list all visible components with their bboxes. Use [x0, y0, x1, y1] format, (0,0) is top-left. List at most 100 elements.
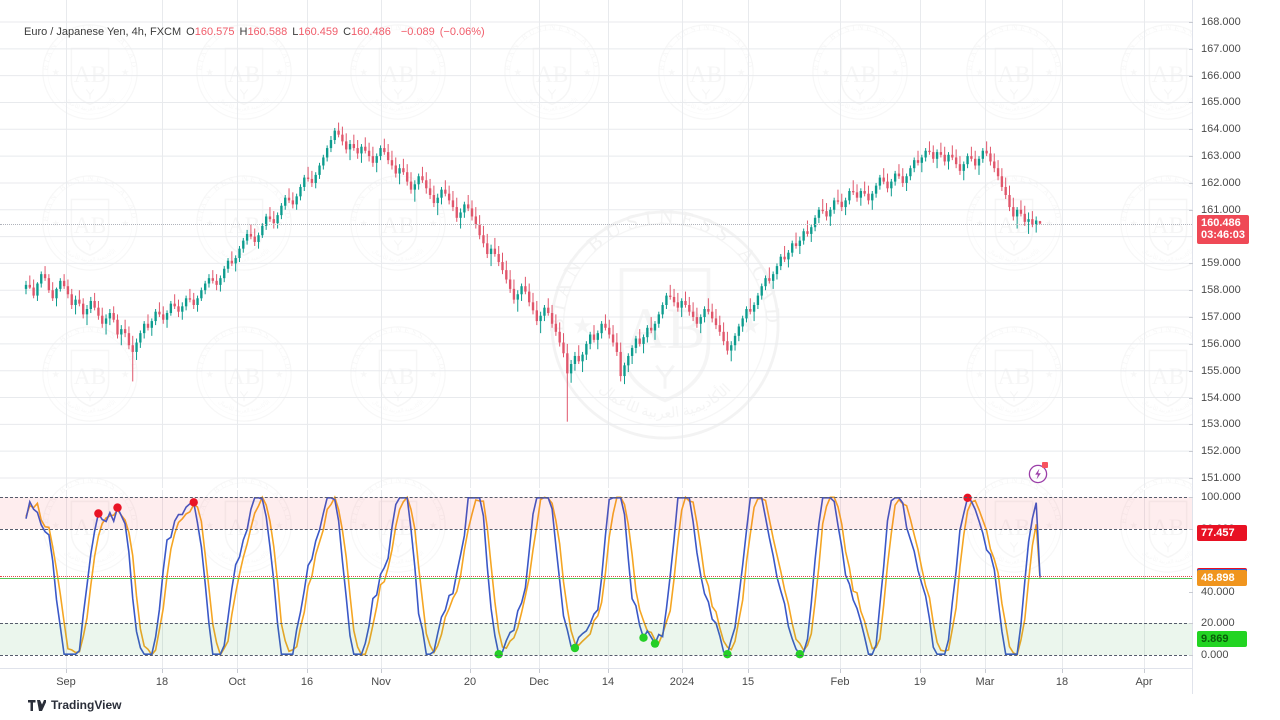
price-axis-tick-label: 161.000: [1201, 203, 1241, 216]
legend-open-value: 160.575: [194, 26, 235, 38]
price-axis-tick: [1189, 290, 1193, 292]
price-pane[interactable]: [0, 0, 1192, 488]
alert-notification-badge: [1042, 462, 1048, 468]
price-axis-tick: [1189, 370, 1193, 372]
osc-badge-upper-band: 77.457: [1197, 524, 1247, 541]
time-axis-tick: [985, 669, 986, 673]
midline-green: [0, 578, 1192, 579]
time-axis-tick: [470, 669, 471, 673]
time-axis-label: Feb: [830, 676, 850, 688]
time-axis-tick: [748, 669, 749, 673]
time-axis-label: 16: [300, 676, 314, 688]
oversold-marker: [494, 650, 503, 659]
footer-bar: TradingView: [0, 694, 1280, 720]
price-axis-tick-label: 155.000: [1201, 364, 1241, 377]
overbought-marker: [113, 503, 122, 512]
current-price-line: [0, 223, 1192, 225]
price-axis-tick: [1189, 22, 1193, 23]
price-axis-tick-label: 151.000: [1201, 472, 1241, 484]
overbought-marker: [189, 498, 198, 507]
chart-legend[interactable]: Euro / Japanese Yen, 4h, FXCM O160.575 H16…: [24, 25, 485, 39]
osc-badge-stoch-d: 48.898: [1197, 569, 1247, 586]
oscillator-axis-tick-label: 0.000: [1201, 649, 1229, 661]
price-axis-tick-label: 159.000: [1201, 257, 1241, 270]
price-axis-tick: [1189, 182, 1193, 184]
time-axis-label: 18: [1055, 676, 1069, 688]
current-price-badge: 160.486 03:46:03: [1197, 214, 1250, 244]
time-axis-tick: [1144, 669, 1145, 673]
tradingview-logo-icon: [28, 699, 46, 711]
legend-low-value: 160.459: [298, 26, 339, 38]
level-20-dashed: [0, 623, 1192, 625]
price-axis-tick-label: 156.000: [1201, 337, 1241, 350]
oversold-marker: [570, 643, 580, 653]
time-axis-tick: [237, 669, 238, 673]
price-axis-tick-label: 153.000: [1201, 418, 1241, 431]
price-axis-tick: [1189, 263, 1193, 265]
price-axis-tick-label: 152.000: [1201, 445, 1241, 458]
oscillator-axis-tick-label: 100.000: [1201, 491, 1241, 503]
price-horizontal-gridlines: [0, 21, 1192, 479]
overbought-marker: [94, 509, 103, 518]
midline-red: [0, 576, 1192, 577]
time-axis-tick: [920, 669, 921, 673]
legend-symbol[interactable]: Euro / Japanese Yen, 4h, FXCM: [24, 26, 182, 38]
time-axis-label: Nov: [371, 676, 391, 688]
price-chart-svg: [0, 0, 1192, 488]
bar-countdown: 03:46:03: [1201, 228, 1246, 241]
stochastic-k-line: [25, 496, 1041, 656]
candlestick-series: [24, 122, 1042, 422]
legend-close-label: C: [343, 26, 352, 38]
price-axis-tick: [1189, 209, 1193, 211]
oscillator-axis-tick-label: 20.000: [1201, 617, 1235, 630]
time-axis-label: Dec: [529, 676, 549, 688]
oversold-marker: [639, 633, 648, 642]
legend-close-value: 160.486: [351, 26, 391, 38]
price-scale-axis[interactable]: 168.000 167.000 166.000 165.000 164.000 163.0…: [1189, 0, 1280, 694]
oscillator-axis-tick: [1189, 528, 1193, 530]
time-axis-tick: [682, 669, 683, 673]
time-axis-tick: [1062, 669, 1063, 673]
oversold-marker: [795, 650, 804, 659]
oscillator-axis-tick: [1189, 591, 1193, 593]
oscillator-axis-tick: [1189, 497, 1193, 498]
tradingview-brand[interactable]: TradingView: [28, 698, 121, 712]
price-axis-tick: [1189, 451, 1193, 453]
legend-change: −0.089: [400, 26, 435, 38]
price-axis-tick: [1189, 102, 1193, 104]
oscillator-axis-tick: [1189, 623, 1193, 625]
time-axis-tick: [608, 669, 609, 673]
time-axis-tick: [381, 669, 382, 673]
legend-open-label: O: [186, 26, 195, 38]
current-price-value: 160.486: [1201, 216, 1241, 229]
price-axis-tick: [1189, 397, 1193, 399]
time-scale-axis[interactable]: Sep 18 Oct 16 Nov 20 Dec 14 2024 15 Feb 19 Mar 18 Apr: [0, 668, 1192, 694]
price-axis-tick-label: 164.000: [1201, 123, 1241, 136]
price-axis-tick-label: 163.000: [1201, 150, 1241, 163]
price-axis-tick: [1189, 343, 1193, 345]
tradingview-label: TradingView: [51, 698, 122, 712]
time-axis-label: 15: [741, 676, 755, 688]
time-axis-label: 2024: [669, 676, 695, 688]
price-axis-tick: [1189, 478, 1193, 479]
oscillator-axis-tick: [1189, 655, 1193, 656]
time-axis-label: Oct: [228, 676, 246, 688]
time-axis-tick: [162, 669, 163, 673]
price-axis-tick-label: 162.000: [1201, 176, 1241, 189]
time-axis-tick: [840, 669, 841, 673]
stochastic-oscillator-pane[interactable]: [0, 490, 1192, 668]
price-axis-tick: [1189, 48, 1193, 50]
price-axis-tick-label: 154.000: [1201, 391, 1241, 404]
price-axis-tick-label: 167.000: [1201, 42, 1241, 55]
osc-badge-lower-band: 9.869: [1197, 631, 1247, 648]
price-axis-tick: [1189, 424, 1193, 426]
legend-low-label: L: [292, 26, 299, 38]
time-axis-label: Apr: [1135, 676, 1153, 688]
oversold-marker: [650, 639, 660, 648]
price-axis-tick-label: 165.000: [1201, 96, 1241, 109]
time-axis-tick: [539, 669, 540, 673]
price-axis-tick: [1189, 129, 1193, 131]
price-axis-tick: [1189, 75, 1193, 77]
legend-high-value: 160.588: [247, 26, 288, 38]
